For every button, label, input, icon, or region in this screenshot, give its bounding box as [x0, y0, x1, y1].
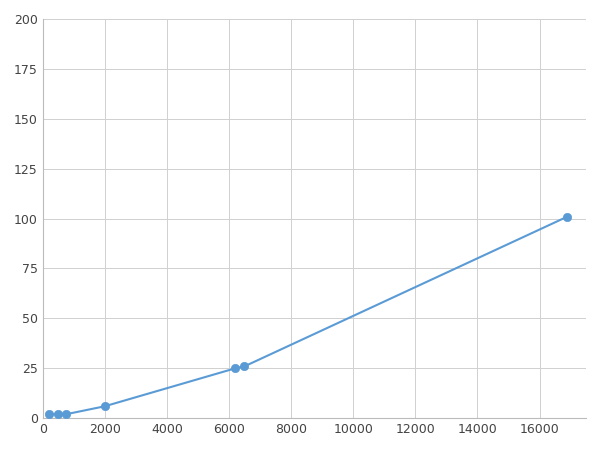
- Point: [53, 411, 63, 418]
- Point: [100, 403, 110, 410]
- Point: [61, 411, 71, 418]
- Point: [230, 365, 240, 372]
- Point: [239, 363, 249, 370]
- Point: [563, 213, 572, 220]
- Point: [44, 411, 53, 418]
